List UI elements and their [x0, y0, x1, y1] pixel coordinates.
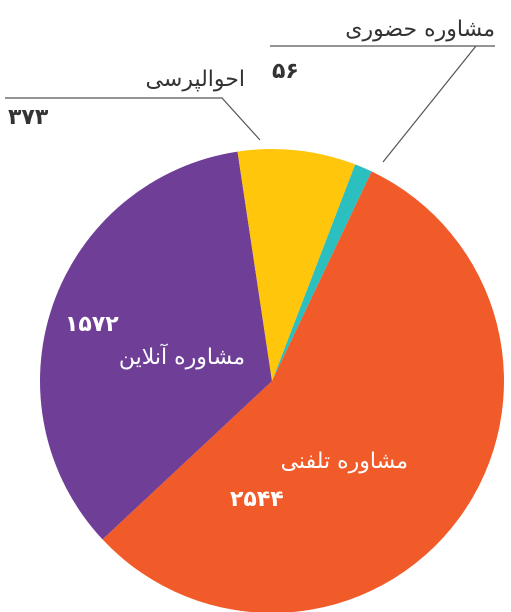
slice-label: احوالپرسی: [146, 67, 245, 92]
leader-line: [5, 97, 261, 141]
pie-slice: [102, 171, 504, 612]
pie-slice: [237, 149, 356, 381]
slice-label: مشاوره حضوری: [345, 17, 495, 42]
value-label: ۵۶: [272, 59, 299, 84]
value-label: ۳۷۳: [8, 105, 49, 130]
slice-label: مشاوره آنلاین: [119, 343, 245, 370]
pie-slice: [272, 164, 372, 381]
leader-line: [270, 45, 495, 163]
value-label: ۲۵۴۴: [230, 487, 284, 512]
value-label: ۱۵۷۲: [65, 312, 119, 337]
pie-slice: [40, 151, 272, 540]
slice-label: مشاوره تلفنی: [281, 449, 408, 474]
